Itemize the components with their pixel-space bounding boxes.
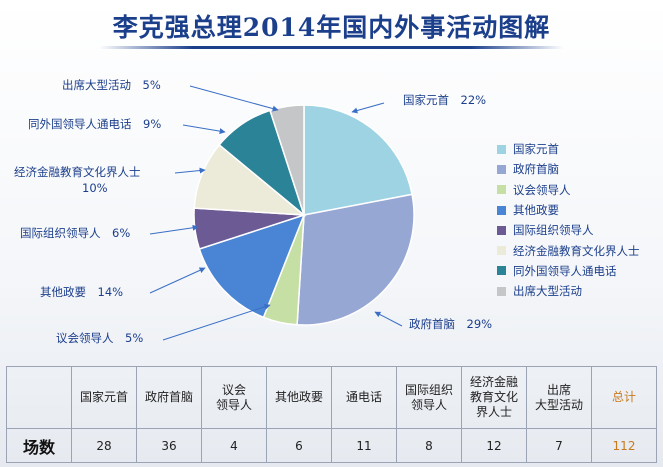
table-row-label: 场数 (6, 428, 72, 463)
table-header-text: 界人士 (475, 405, 512, 419)
legend-swatch (497, 144, 506, 154)
table-header-cell: 国际组织 领导人 (396, 366, 462, 429)
title-underline (100, 46, 563, 49)
table-header-text: 大型活动 (534, 397, 583, 412)
table-header-cell: 国家元首 (71, 366, 137, 429)
table-header-text: 教育文化 (469, 390, 518, 404)
table-header-text: 通电话 (345, 390, 382, 404)
table-header-row: 国家元首 政府首脑 议会 领导人 其他政要 通电话 国际组织 领导人 经济金融 教育文化 界人士 出席… (6, 366, 657, 429)
pie-slice (303, 104, 413, 216)
table-header-text: 政府首脑 (144, 390, 193, 404)
legend-label: 议会领导人 (513, 182, 571, 197)
legend-item: 出席大型活动 (497, 281, 663, 301)
leader-line (189, 85, 279, 112)
slice-data-label: 出席大型活动 5% (62, 78, 161, 92)
legend-label: 出席大型活动 (513, 284, 582, 299)
table-header-cell: 议会 领导人 (201, 366, 267, 429)
table-corner-cell (6, 366, 72, 429)
legend-item: 经济金融教育文化界人士 (497, 240, 663, 260)
slice-data-label: 国家元首 22% (403, 93, 486, 107)
legend-swatch (497, 225, 506, 235)
table-header-cell: 出席 大型活动 (526, 366, 592, 429)
table-header-cell: 通电话 (331, 366, 397, 429)
legend-label: 经济金融教育文化界人士 (513, 243, 640, 258)
table-header-text: 领导人 (410, 397, 447, 412)
table-value-cell: 7 (526, 428, 592, 463)
legend-swatch (497, 266, 506, 276)
table-value-cell: 6 (266, 428, 332, 463)
leader-line (374, 311, 403, 327)
slice-data-label: 10% (82, 181, 108, 195)
legend-item: 同外国领导人通电话 (497, 261, 663, 281)
table-header-cell: 其他政要 (266, 366, 332, 429)
legend-label: 国际组织领导人 (513, 223, 594, 238)
legend-item: 其他政要 (497, 200, 663, 220)
leader-line (174, 167, 206, 174)
slice-data-label: 国际组织领导人 6% (20, 226, 130, 240)
legend-item: 政府首脑 (497, 159, 663, 179)
legend-label: 其他政要 (513, 203, 559, 218)
table-header-cell: 经济金融 教育文化 界人士 (461, 366, 527, 429)
leader-line (182, 124, 226, 135)
table-value-cell: 12 (461, 428, 527, 463)
table-header-cell: 政府首脑 (136, 366, 202, 429)
slice-data-label: 其他政要 14% (40, 285, 123, 299)
table-header-text: 领导人 (215, 397, 252, 412)
slice-data-label: 议会领导人 5% (56, 331, 143, 345)
table-value-cell: 112 (591, 428, 657, 463)
table-header-text: 经济金融 (469, 375, 518, 389)
table-value-cell: 11 (331, 428, 397, 463)
slice-data-label: 同外国领导人通电话 9% (28, 117, 161, 131)
legend-item: 国际组织领导人 (497, 220, 663, 240)
table-header-text: 其他政要 (274, 390, 323, 404)
table-header-text: 国家元首 (79, 390, 128, 404)
legend-swatch (497, 246, 506, 256)
leader-line (351, 102, 385, 114)
legend-swatch (497, 164, 506, 174)
legend-item: 国家元首 (497, 139, 663, 159)
stats-table: 国家元首 政府首脑 议会 领导人 其他政要 通电话 国际组织 领导人 经济金融 教育文化 界人士 出席… (6, 366, 657, 463)
slice-data-label: 经济金融教育文化界人士 (14, 165, 141, 179)
leader-line (149, 224, 199, 235)
chart-legend: 国家元首政府首脑议会领导人其他政要国际组织领导人经济金融教育文化界人士 同外国领导… (497, 139, 663, 301)
pie-slice (296, 193, 415, 326)
slice-data-label: 政府首脑 29% (409, 317, 492, 331)
legend-label: 政府首脑 (513, 162, 559, 177)
table-header-cell: 总计 (591, 366, 657, 429)
table-header-text: 出席 (546, 382, 571, 397)
table-value-row: 场数 28 36 4 6 11 8 12 7 112 (6, 428, 657, 463)
legend-label: 国家元首 (513, 142, 559, 157)
table-value-cell: 8 (396, 428, 462, 463)
leader-line (162, 303, 271, 341)
table-header-text: 议会 (221, 382, 246, 397)
table-value-cell: 28 (71, 428, 137, 463)
pie-chart: 国家元首 22% 政府首脑 29% 议会领导人 5% 其他政要 14% 国际组织领导人 … (14, 78, 492, 345)
leader-line (149, 267, 206, 294)
legend-swatch (497, 286, 506, 296)
table-header-text: 国际组织 (404, 382, 453, 397)
table-value-cell: 4 (201, 428, 267, 463)
table-header-text: 总计 (611, 390, 636, 404)
legend-swatch (497, 185, 506, 195)
legend-item: 议会领导人 (497, 180, 663, 200)
pie-slice (269, 104, 305, 216)
table-value-cell: 36 (136, 428, 202, 463)
legend-label: 同外国领导人通电话 (513, 263, 617, 278)
legend-swatch (497, 205, 506, 215)
page-title: 李克强总理2014年国内外事活动图解 (112, 13, 551, 42)
